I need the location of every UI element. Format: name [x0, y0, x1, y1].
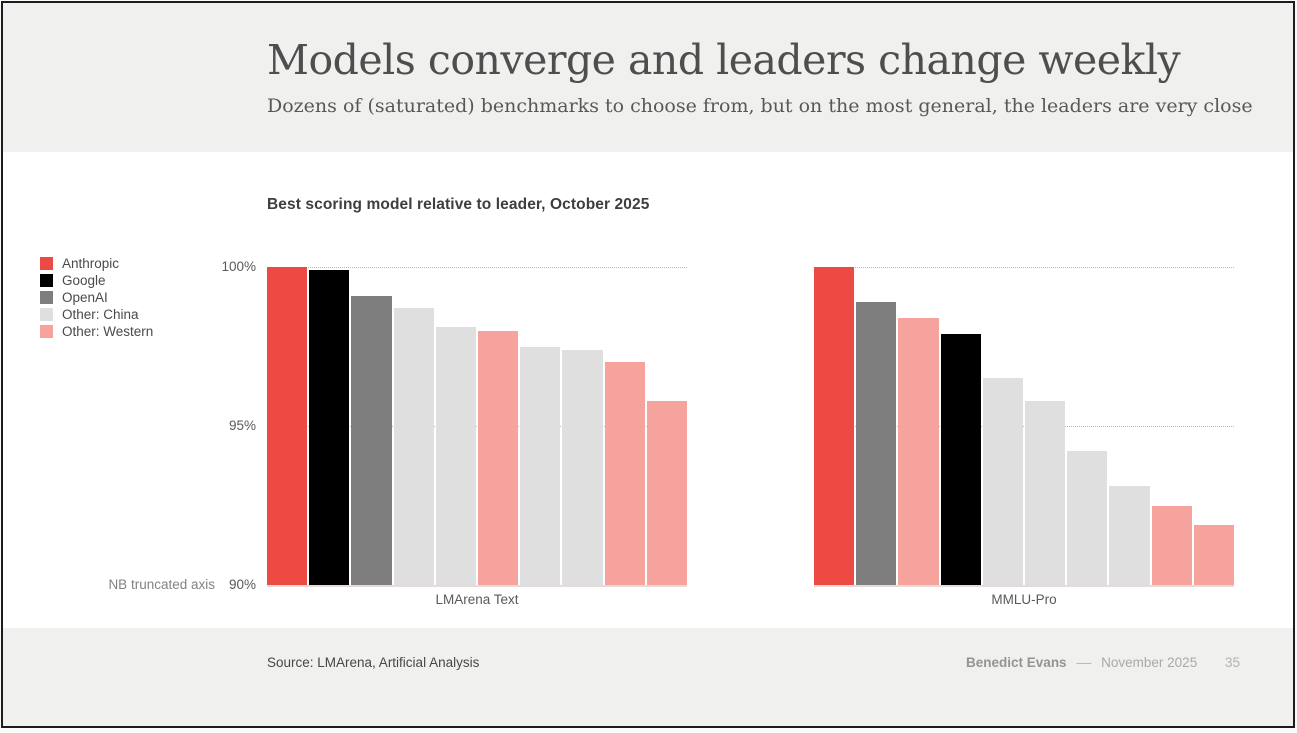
- page-number: 35: [1224, 655, 1240, 670]
- bar-other-western: [604, 362, 645, 585]
- bar-anthropic: [267, 267, 308, 585]
- legend-swatch-icon: [40, 257, 53, 270]
- x-axis-label-mmlu-pro: MMLU-Pro: [991, 592, 1057, 607]
- x-axis-label-lmarena-text: LMArena Text: [435, 592, 519, 607]
- chart-title: Best scoring model relative to leader, O…: [267, 196, 650, 213]
- gridline-95pct: [267, 426, 687, 427]
- bar-openai: [856, 301, 897, 585]
- bar-other-china: [1109, 486, 1150, 585]
- bar-anthropic: [814, 267, 855, 585]
- bar-other-china: [435, 327, 477, 585]
- page-title: Models converge and leaders change weekl…: [267, 36, 1181, 84]
- legend-item: OpenAI: [40, 289, 153, 306]
- bar-other-china: [1025, 400, 1066, 585]
- credit-date: November 2025: [1101, 655, 1198, 670]
- bars-layer: [267, 267, 688, 585]
- gridline-100pct: [814, 267, 1234, 268]
- grid-layer: [814, 267, 1234, 585]
- bar-google: [309, 270, 350, 585]
- source-note: Source: LMArena, Artificial Analysis: [267, 655, 480, 670]
- bar-other-western: [1151, 505, 1192, 585]
- legend-label: OpenAI: [62, 290, 108, 305]
- legend-item: Anthropic: [40, 255, 153, 272]
- legend-label: Other: Western: [62, 324, 154, 339]
- legend-item: Other: China: [40, 306, 153, 323]
- truncated-axis-note: NB truncated axis: [108, 577, 215, 592]
- author-name: Benedict Evans: [966, 655, 1067, 670]
- footer-band: [3, 628, 1293, 726]
- chart-lmarena-text: [267, 267, 688, 587]
- bar-other-western: [646, 400, 688, 585]
- bars-layer: [814, 267, 1235, 585]
- bar-other-china: [520, 346, 561, 585]
- bar-google: [940, 333, 981, 585]
- y-tick-95: 95%: [228, 418, 256, 433]
- credit: Benedict Evans –– November 2025 35: [966, 655, 1240, 670]
- chart-mmlu-pro: [814, 267, 1235, 587]
- bar-other-china: [982, 378, 1024, 585]
- legend-swatch-icon: [40, 291, 53, 304]
- legend: Anthropic Google OpenAI Other: China Other: …: [40, 255, 153, 340]
- legend-swatch-icon: [40, 308, 53, 321]
- legend-item: Other: Western: [40, 323, 153, 340]
- gridline-100pct: [267, 267, 687, 268]
- y-tick-100: 100%: [221, 259, 256, 274]
- bar-other-western: [898, 317, 939, 585]
- bar-other-china: [393, 308, 434, 585]
- header-band: [3, 3, 1293, 152]
- page-subtitle: Dozens of (saturated) benchmarks to choo…: [267, 95, 1253, 117]
- legend-label: Google: [62, 273, 106, 288]
- y-tick-90: 90%: [228, 577, 256, 592]
- bar-openai: [351, 295, 392, 585]
- legend-label: Anthropic: [62, 256, 120, 271]
- legend-label: Other: China: [62, 307, 139, 322]
- legend-swatch-icon: [40, 274, 53, 287]
- legend-swatch-icon: [40, 325, 53, 338]
- bar-other-china: [562, 349, 603, 585]
- bar-other-western: [1193, 524, 1235, 585]
- legend-item: Google: [40, 272, 153, 289]
- gridline-95pct: [814, 426, 1234, 427]
- bar-other-western: [478, 330, 519, 585]
- bar-other-china: [1067, 451, 1108, 585]
- credit-dash: ––: [1076, 655, 1092, 670]
- grid-layer: [267, 267, 687, 585]
